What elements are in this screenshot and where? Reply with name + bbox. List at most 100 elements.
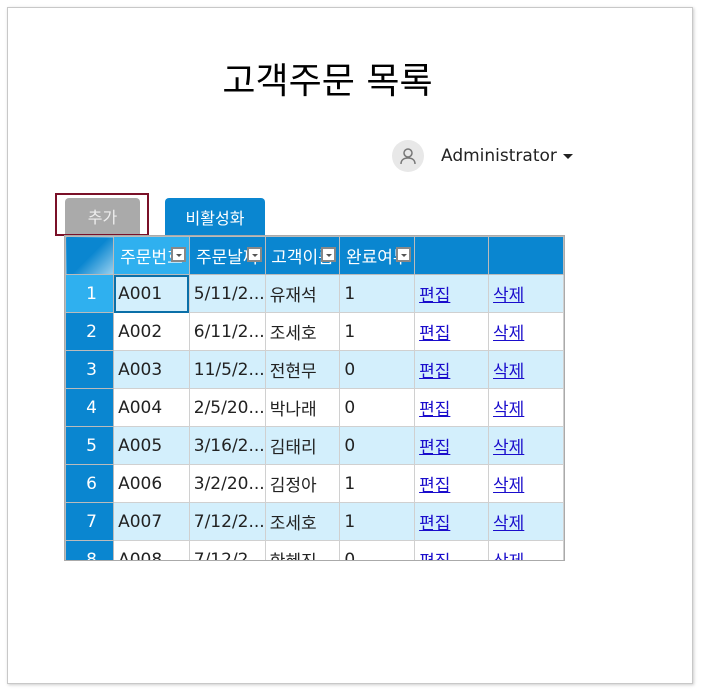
table-cell[interactable]: 1 [339, 502, 416, 541]
table-cell: 편집 [414, 312, 490, 351]
table-cell: 편집 [414, 426, 490, 465]
table-cell[interactable]: A002 [113, 312, 190, 351]
table-cell[interactable]: 조세호 [264, 312, 341, 351]
row-header[interactable]: 6 [65, 464, 115, 503]
filter-dropdown-icon[interactable] [170, 247, 186, 262]
delete-link[interactable]: 삭제 [493, 286, 525, 306]
column-header-label: 주문날짜 [195, 248, 259, 268]
table-row: 4 A004 2/5/20... 박나래 0 편집 삭제 [65, 388, 564, 427]
add-button[interactable]: 추가 [65, 198, 140, 234]
table-cell: 편집 [414, 388, 490, 427]
table-cell[interactable]: 김태리 [264, 426, 341, 465]
column-header-1[interactable]: 주문번호 [113, 236, 190, 275]
table-cell: 편집 [414, 464, 490, 503]
table-cell: 삭제 [488, 350, 564, 389]
row-header[interactable]: 5 [65, 426, 115, 465]
table-cell[interactable]: 5/11/2... [188, 274, 266, 313]
delete-link[interactable]: 삭제 [493, 362, 525, 382]
select-all-corner[interactable] [65, 236, 115, 275]
edit-link[interactable]: 편집 [419, 362, 451, 382]
disable-button[interactable]: 비활성화 [165, 198, 265, 236]
user-name: Administrator [441, 146, 557, 166]
filter-dropdown-icon[interactable] [321, 247, 337, 262]
table-cell[interactable]: 0 [339, 388, 416, 427]
table-cell[interactable]: 2/5/20... [188, 388, 266, 427]
row-header[interactable]: 4 [65, 388, 115, 427]
edit-link[interactable]: 편집 [419, 552, 450, 560]
table-cell[interactable]: A006 [113, 464, 190, 503]
edit-link[interactable]: 편집 [419, 514, 451, 534]
edit-link[interactable]: 편집 [419, 400, 451, 420]
row-header[interactable]: 8 [65, 540, 115, 560]
table-cell[interactable]: 0 [339, 426, 416, 465]
page-title: 고객주문 목록 [222, 61, 433, 102]
table-cell[interactable]: 6/11/2... [188, 312, 266, 351]
table-cell: 삭제 [488, 502, 564, 541]
column-header-5[interactable] [414, 236, 490, 275]
row-header[interactable]: 1 [65, 274, 115, 313]
table-cell: 편집 [414, 350, 490, 389]
table-cell[interactable]: 유재석 [264, 274, 341, 313]
table-row: 5 A005 3/16/2... 김태리 0 편집 삭제 [65, 426, 564, 465]
table-cell: 편집 [414, 540, 490, 560]
filter-dropdown-icon[interactable] [396, 247, 412, 262]
edit-link[interactable]: 편집 [419, 476, 451, 496]
order-grid: 주문번호 주문날짜 고객이름 완료여부 1 A001 5/11/2... 유재석 1 편집 삭제 2… [64, 235, 565, 561]
table-cell: 삭제 [488, 464, 564, 503]
column-header-label: 주문번호 [120, 248, 183, 268]
table-cell[interactable]: A007 [113, 502, 190, 541]
table-cell[interactable]: 0 [339, 540, 416, 560]
column-header-6[interactable] [488, 236, 564, 275]
delete-link[interactable]: 삭제 [493, 324, 525, 344]
delete-link[interactable]: 삭제 [493, 552, 524, 560]
column-header-label: 완료여부 [345, 248, 409, 268]
row-header[interactable]: 2 [65, 312, 115, 351]
edit-link[interactable]: 편집 [419, 324, 451, 344]
table-cell[interactable]: A001 [113, 274, 190, 313]
table-row: 6 A006 3/2/20... 김정아 1 편집 삭제 [65, 464, 564, 503]
table-cell[interactable]: 박나래 [264, 388, 341, 427]
table-row: 7 A007 7/12/2... 조세호 1 편집 삭제 [65, 502, 564, 541]
delete-link[interactable]: 삭제 [493, 438, 525, 458]
table-row: 1 A001 5/11/2... 유재석 1 편집 삭제 [65, 274, 564, 313]
delete-link[interactable]: 삭제 [493, 514, 525, 534]
table-cell[interactable]: A008 [113, 540, 190, 560]
table-cell[interactable]: 11/5/2... [188, 350, 266, 389]
table-cell: 삭제 [488, 388, 564, 427]
table-cell[interactable]: 1 [339, 312, 416, 351]
row-header[interactable]: 7 [65, 502, 115, 541]
edit-link[interactable]: 편집 [419, 286, 451, 306]
table-cell: 편집 [414, 502, 490, 541]
table-cell: 삭제 [488, 426, 564, 465]
table-cell: 삭제 [488, 312, 564, 351]
table-cell: 삭제 [488, 540, 564, 560]
filter-dropdown-icon[interactable] [246, 247, 262, 262]
table-cell[interactable]: 3/2/20... [188, 464, 266, 503]
table-cell[interactable]: A005 [113, 426, 190, 465]
delete-link[interactable]: 삭제 [493, 400, 525, 420]
table-cell[interactable]: 전현무 [264, 350, 341, 389]
table-cell: 삭제 [488, 274, 564, 313]
table-cell[interactable]: A004 [113, 388, 190, 427]
table-cell[interactable]: A003 [113, 350, 190, 389]
column-header-2[interactable]: 주문날짜 [188, 236, 266, 275]
column-header-4[interactable]: 완료여부 [339, 236, 416, 275]
row-header[interactable]: 3 [65, 350, 115, 389]
edit-link[interactable]: 편집 [419, 438, 451, 458]
table-cell[interactable]: 7/12/2... [188, 540, 266, 560]
delete-link[interactable]: 삭제 [493, 476, 525, 496]
window-frame [7, 7, 693, 684]
user-menu[interactable]: Administrator [392, 140, 573, 172]
table-cell[interactable]: 조세호 [264, 502, 341, 541]
table-cell[interactable]: 1 [339, 464, 416, 503]
table-cell[interactable]: 7/12/2... [188, 502, 266, 541]
table-cell[interactable]: 김정아 [264, 464, 341, 503]
user-icon [392, 140, 424, 172]
table-cell[interactable]: 3/16/2... [188, 426, 266, 465]
column-header-3[interactable]: 고객이름 [264, 236, 341, 275]
table-row: 3 A003 11/5/2... 전현무 0 편집 삭제 [65, 350, 564, 389]
table-cell[interactable]: 한혜진 [264, 540, 341, 560]
table-row: 2 A002 6/11/2... 조세호 1 편집 삭제 [65, 312, 564, 351]
table-cell[interactable]: 1 [339, 274, 416, 313]
table-cell[interactable]: 0 [339, 350, 416, 389]
